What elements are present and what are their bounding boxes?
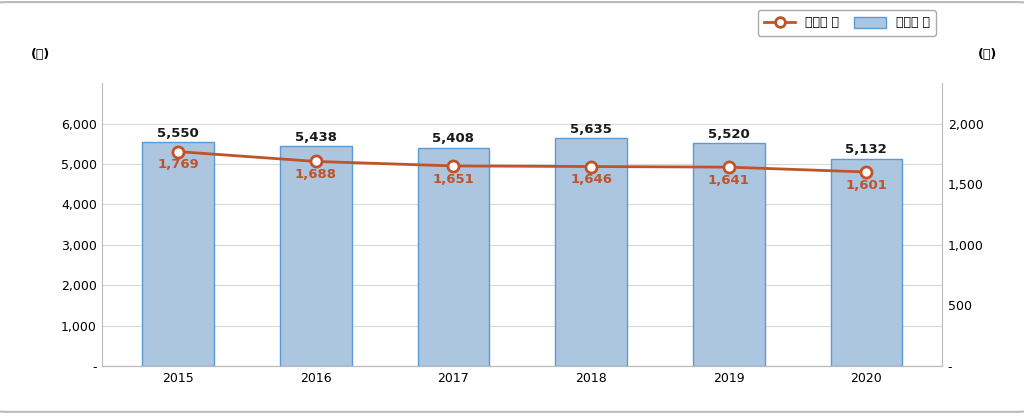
Bar [280,146,351,366]
Text: 1,688: 1,688 [295,168,337,181]
Text: 1,641: 1,641 [708,174,750,187]
Text: 5,408: 5,408 [432,132,474,145]
Text: 5,520: 5,520 [708,128,750,141]
Bar [693,143,765,366]
Text: 5,438: 5,438 [295,131,337,144]
Bar [142,142,214,366]
Text: 1,601: 1,601 [846,178,888,192]
Text: 5,132: 5,132 [846,144,887,156]
Bar [555,139,627,366]
Text: (개): (개) [978,47,996,61]
Text: 5,550: 5,550 [158,126,199,140]
Bar [830,158,902,366]
Text: 1,769: 1,769 [158,158,199,171]
Bar [418,148,489,366]
Text: 1,651: 1,651 [432,173,474,186]
Text: (명): (명) [31,47,50,61]
Text: 1,646: 1,646 [570,173,612,186]
Legend: 경영체 수, 종사자 수: 경영체 수, 종사자 수 [758,10,936,36]
Text: 5,635: 5,635 [570,123,612,136]
